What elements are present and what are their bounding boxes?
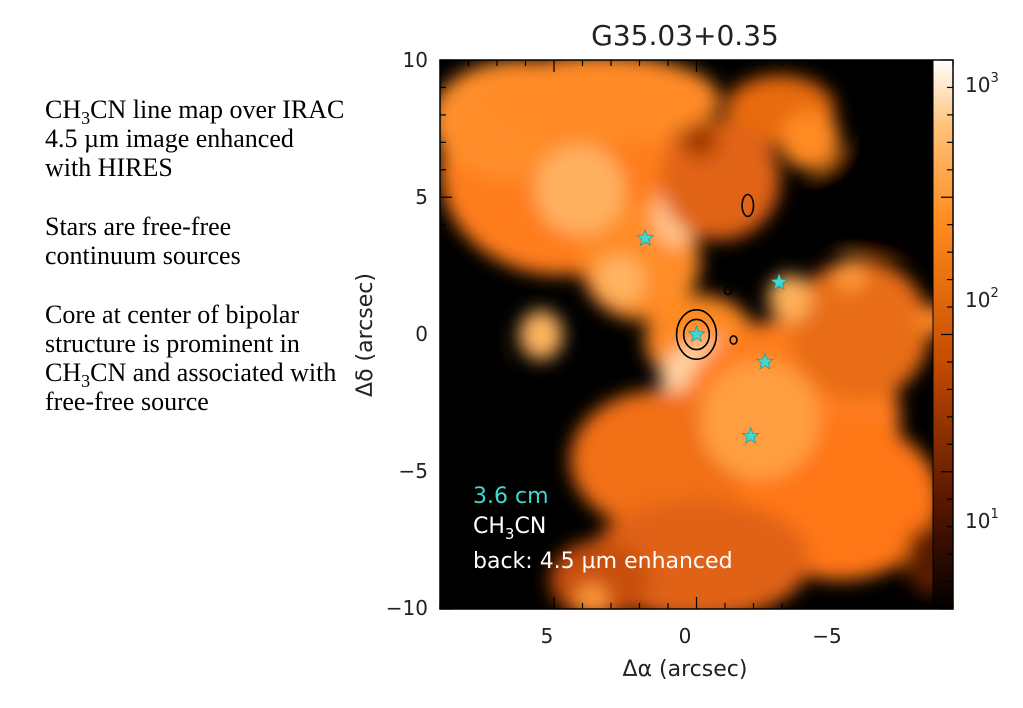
star-icon (770, 272, 788, 290)
star-icon (687, 325, 706, 343)
star-icon (741, 426, 760, 444)
y-tick-label: 5 (415, 185, 428, 209)
colorbar-label: 103 (965, 71, 999, 97)
y-tick-label: −10 (386, 596, 428, 620)
y-axis-title: Δδ (arcsec) (353, 273, 378, 397)
axis-ticks (439, 59, 954, 610)
legend: 3.6 cm CH3CN back: 4.5 µm enhanced (473, 484, 733, 574)
figure-title: G35.03+0.35 (591, 19, 779, 52)
legend-cm: 3.6 cm (473, 484, 549, 509)
colorbar-label: 101 (965, 507, 999, 533)
x-axis-title: Δα (arcsec) (623, 657, 748, 682)
irac-image (440, 60, 953, 609)
caption-para-1: CH3CN line map over IRAC 4.5 µm image en… (45, 95, 345, 182)
x-tick-labels: 5 0 −5 (541, 624, 842, 648)
x-tick-label: 5 (541, 624, 554, 648)
ch3cn-contours (675, 193, 755, 361)
ch3cn-contour (675, 308, 718, 361)
ch3cn-contour (682, 318, 711, 351)
ch3cn-contour (729, 335, 738, 345)
y-tick-label: 10 (403, 48, 428, 72)
caption-para-2: Stars are free-free continuum sources (45, 212, 241, 270)
caption: CH3CN line map over IRAC 4.5 µm image en… (45, 95, 345, 446)
star-icon (756, 352, 774, 370)
x-tick-label: −5 (812, 624, 841, 648)
legend-back: back: 4.5 µm enhanced (473, 549, 733, 574)
y-tick-label: −5 (399, 459, 428, 483)
colorbar-label: 102 (965, 286, 999, 312)
caption-para-3: Core at center of bipolar structure is p… (45, 300, 337, 416)
legend-ch3cn: CH3CN (473, 514, 546, 543)
free-free-sources (636, 229, 788, 444)
ch3cn-contour (741, 193, 755, 218)
y-tick-label: 0 (415, 322, 428, 346)
ch3cn-contour (723, 285, 733, 296)
colorbar-labels: 103 102 101 (965, 71, 999, 533)
star-icon (636, 229, 655, 246)
x-tick-label: 0 (679, 624, 692, 648)
y-tick-labels: 10 5 0 −5 −10 (386, 48, 428, 620)
